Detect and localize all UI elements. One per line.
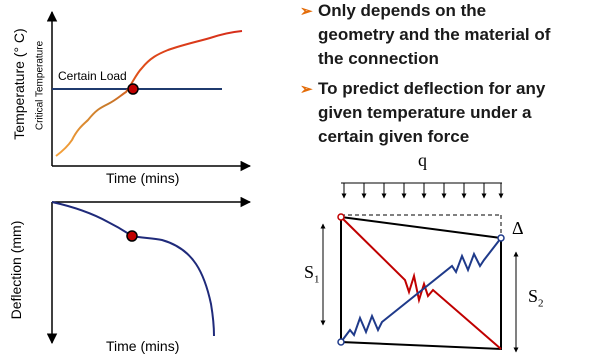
joint-top-right	[497, 234, 505, 242]
bottom-chart-y-label: Deflection (mm)	[8, 220, 24, 320]
temperature-curve	[55, 30, 243, 157]
bullet-1-line-2: geometry and the material of	[318, 25, 551, 44]
bottom-chart	[46, 196, 252, 345]
bullet-2-line-2: given temperature under a	[318, 103, 532, 122]
top-chart-x-label: Time (mins)	[106, 170, 180, 186]
critical-point-marker	[127, 83, 139, 95]
s2-label-sub: 2	[538, 297, 544, 310]
bullet-1-line-3: the connection	[318, 49, 439, 68]
certain-load-label: Certain Load	[58, 69, 127, 83]
s2-label: S2	[528, 286, 544, 310]
joint-bottom-left	[337, 338, 345, 346]
bullet-1-line-1: Only depends on the	[318, 1, 487, 20]
bullet-arrow-icon: ➢	[300, 3, 313, 20]
connection-diagram	[320, 182, 519, 353]
top-chart-y-label: Temperature (° C)	[11, 28, 27, 140]
joint-top-left	[337, 213, 345, 221]
s1-label-sub: 1	[314, 273, 320, 286]
bottom-chart-x-label: Time (mins)	[106, 338, 180, 354]
deflection-curve	[51, 201, 215, 337]
red-diagonal-spring	[340, 216, 502, 350]
delta-label: Δ	[512, 218, 524, 238]
distributed-load-arrows	[341, 183, 504, 199]
top-chart	[46, 10, 252, 172]
blue-diagonal-spring	[340, 237, 502, 343]
deflection-point-marker	[126, 230, 138, 242]
s1-label-main: S	[304, 262, 315, 282]
bullet-arrow-icon: ➢	[300, 81, 313, 98]
s1-label: S1	[304, 262, 320, 286]
bullet-2-line-3: certain given force	[318, 127, 470, 146]
s2-label-main: S	[528, 286, 539, 306]
top-chart-y-sublabel: Critical Temperature	[34, 40, 46, 131]
bullet-2-line-1: To predict deflection for any	[318, 79, 546, 98]
load-label: q	[418, 150, 427, 170]
